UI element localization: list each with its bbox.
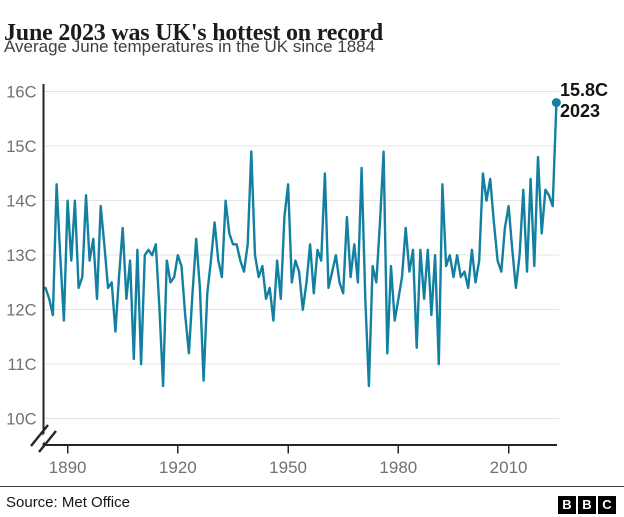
annotation-year: 2023: [560, 101, 601, 121]
axis-break-slash-2: [38, 430, 57, 453]
y-tick-label: 13C: [6, 247, 36, 265]
chart-title: June 2023 was UK's hottest on record: [4, 20, 384, 47]
temperature-series-line: [44, 101, 558, 388]
axis-break-slash-1: [30, 424, 49, 447]
x-tick-label: 2010: [490, 458, 528, 477]
x-tick-label: 1950: [269, 458, 307, 477]
bbc-logo-block-3: C: [598, 496, 616, 514]
chart-subtitle: Average June temperatures in the UK sinc…: [4, 37, 376, 56]
y-tick-label: 12C: [6, 302, 36, 320]
bbc-logo: B B C: [558, 496, 616, 514]
y-tick-label: 14C: [6, 193, 36, 211]
y-tick-label: 16C: [6, 84, 36, 102]
annotation-value: 15.8C: [560, 80, 609, 100]
footer-divider: [0, 486, 624, 487]
source-text: Source: Met Office: [6, 494, 130, 511]
latest-point-annotation: 15.8C 2023: [560, 80, 608, 122]
x-tick-label: 1980: [379, 458, 417, 477]
y-tick-label: 11C: [7, 356, 36, 374]
end-point-dot-2023: [551, 98, 561, 108]
x-tick-label: 1890: [49, 458, 87, 477]
y-tick-label: 10C: [6, 411, 36, 429]
bbc-logo-block-1: B: [558, 496, 576, 514]
x-tick-label: 1920: [159, 458, 197, 477]
axis-break-gap: [33, 426, 54, 451]
y-tick-label: 15C: [6, 138, 36, 156]
bbc-logo-block-2: B: [578, 496, 596, 514]
